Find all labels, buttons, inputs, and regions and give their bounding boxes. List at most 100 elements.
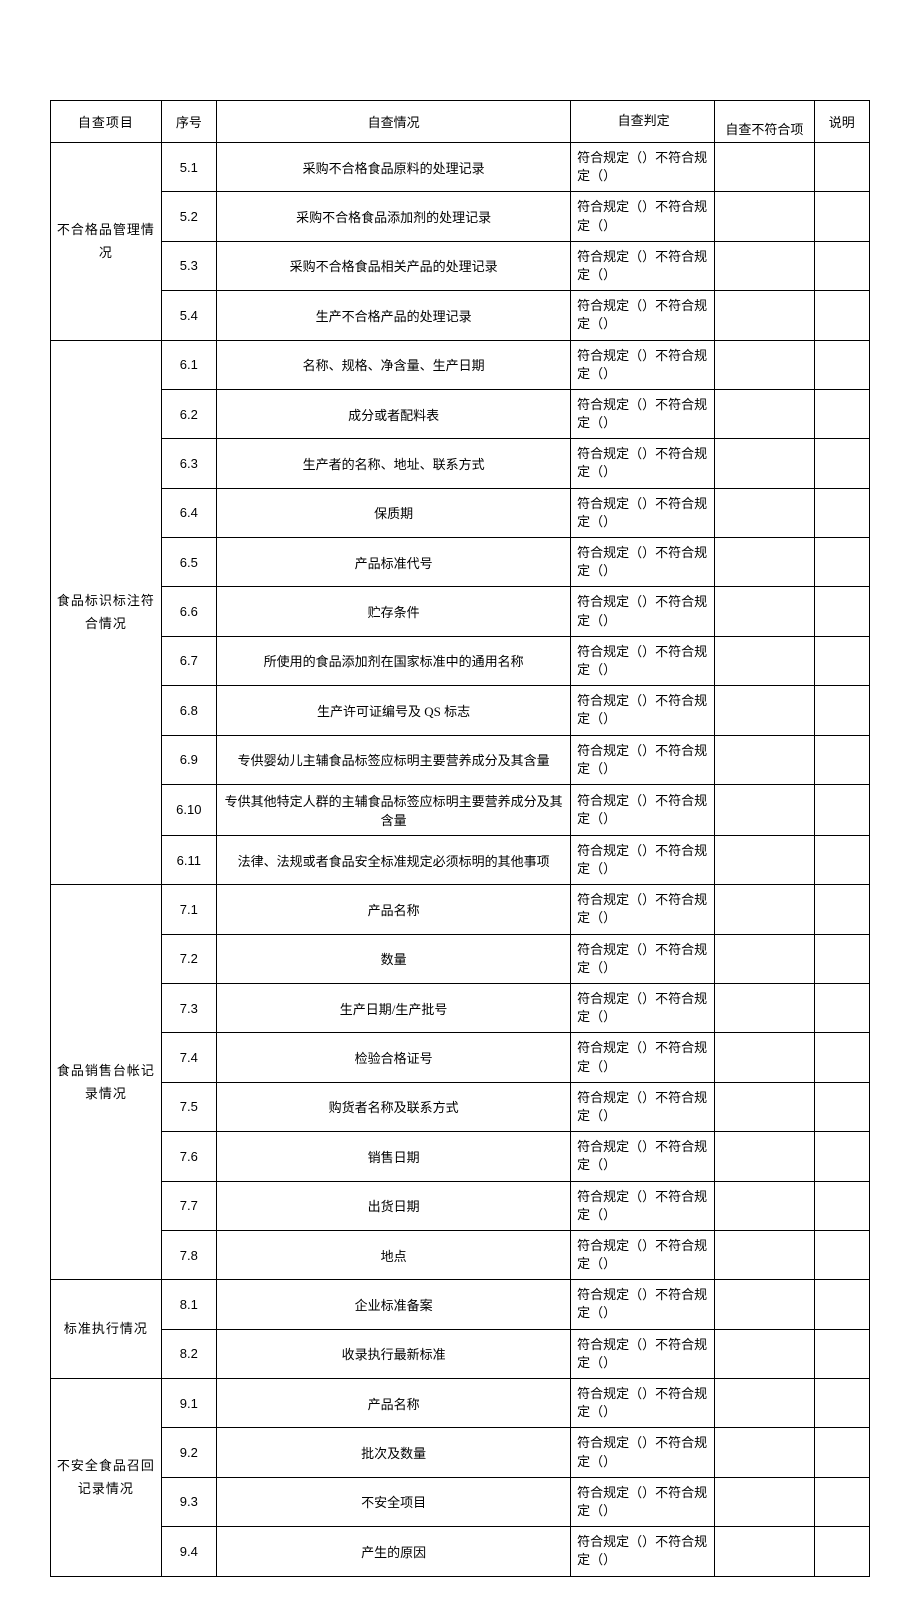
table-row: 6.8生产许可证编号及 QS 标志符合规定（）不符合规定（） (51, 686, 870, 735)
row-description: 采购不合格食品相关产品的处理记录 (217, 241, 571, 290)
header-num: 序号 (161, 101, 216, 143)
table-row: 5.3采购不合格食品相关产品的处理记录符合规定（）不符合规定（） (51, 241, 870, 290)
row-note (814, 784, 869, 835)
row-noncompliance (715, 1329, 815, 1378)
row-number: 6.1 (161, 340, 216, 389)
row-number: 6.4 (161, 488, 216, 537)
table-row: 7.4检验合格证号符合规定（）不符合规定（） (51, 1033, 870, 1082)
row-number: 7.1 (161, 885, 216, 934)
row-noncompliance (715, 934, 815, 983)
row-description: 生产许可证编号及 QS 标志 (217, 686, 571, 735)
row-number: 5.1 (161, 143, 216, 192)
row-judgement: 符合规定（）不符合规定（） (571, 735, 715, 784)
table-body: 不合格品管理情况5.1采购不合格食品原料的处理记录符合规定（）不符合规定（）5.… (51, 143, 870, 1577)
row-noncompliance (715, 1379, 815, 1428)
row-description: 批次及数量 (217, 1428, 571, 1477)
row-description: 采购不合格食品添加剂的处理记录 (217, 192, 571, 241)
row-description: 购货者名称及联系方式 (217, 1082, 571, 1131)
row-number: 7.2 (161, 934, 216, 983)
row-judgement: 符合规定（）不符合规定（） (571, 1477, 715, 1526)
row-number: 7.6 (161, 1132, 216, 1181)
row-number: 7.8 (161, 1230, 216, 1279)
row-number: 6.6 (161, 587, 216, 636)
row-note (814, 241, 869, 290)
row-noncompliance (715, 1280, 815, 1329)
row-description: 销售日期 (217, 1132, 571, 1181)
row-number: 9.3 (161, 1477, 216, 1526)
row-number: 6.9 (161, 735, 216, 784)
category-cell: 食品销售台帐记录情况 (51, 885, 162, 1280)
row-note (814, 1329, 869, 1378)
row-judgement: 符合规定（）不符合规定（） (571, 1527, 715, 1576)
row-judgement: 符合规定（）不符合规定（） (571, 1181, 715, 1230)
row-note (814, 1428, 869, 1477)
row-judgement: 符合规定（）不符合规定（） (571, 686, 715, 735)
row-number: 7.3 (161, 984, 216, 1033)
table-row: 6.3生产者的名称、地址、联系方式符合规定（）不符合规定（） (51, 439, 870, 488)
row-description: 数量 (217, 934, 571, 983)
row-description: 企业标准备案 (217, 1280, 571, 1329)
row-judgement: 符合规定（）不符合规定（） (571, 340, 715, 389)
table-row: 7.2数量符合规定（）不符合规定（） (51, 934, 870, 983)
category-cell: 不安全食品召回记录情况 (51, 1379, 162, 1577)
table-row: 标准执行情况8.1企业标准备案符合规定（）不符合规定（） (51, 1280, 870, 1329)
header-row: 自查项目 序号 自查情况 自查判定 自查不符合项 说明 (51, 101, 870, 143)
row-judgement: 符合规定（）不符合规定（） (571, 192, 715, 241)
row-noncompliance (715, 735, 815, 784)
table-row: 9.2批次及数量符合规定（）不符合规定（） (51, 1428, 870, 1477)
table-row: 8.2收录执行最新标准符合规定（）不符合规定（） (51, 1329, 870, 1378)
category-cell: 食品标识标注符合情况 (51, 340, 162, 885)
row-judgement: 符合规定（）不符合规定（） (571, 1379, 715, 1428)
row-description: 产品名称 (217, 1379, 571, 1428)
row-description: 专供其他特定人群的主辅食品标签应标明主要营养成分及其含量 (217, 784, 571, 835)
row-description: 所使用的食品添加剂在国家标准中的通用名称 (217, 636, 571, 685)
table-row: 9.3不安全项目符合规定（）不符合规定（） (51, 1477, 870, 1526)
header-note: 说明 (814, 101, 869, 143)
row-note (814, 636, 869, 685)
row-description: 收录执行最新标准 (217, 1329, 571, 1378)
row-note (814, 389, 869, 438)
row-judgement: 符合规定（）不符合规定（） (571, 143, 715, 192)
row-judgement: 符合规定（）不符合规定（） (571, 1280, 715, 1329)
row-description: 采购不合格食品原料的处理记录 (217, 143, 571, 192)
table-row: 6.9专供婴幼儿主辅食品标签应标明主要营养成分及其含量符合规定（）不符合规定（） (51, 735, 870, 784)
table-row: 5.4生产不合格产品的处理记录符合规定（）不符合规定（） (51, 291, 870, 340)
row-description: 成分或者配料表 (217, 389, 571, 438)
row-noncompliance (715, 340, 815, 389)
row-number: 7.7 (161, 1181, 216, 1230)
table-row: 7.8地点符合规定（）不符合规定（） (51, 1230, 870, 1279)
row-description: 法律、法规或者食品安全标准规定必须标明的其他事项 (217, 835, 571, 884)
row-description: 专供婴幼儿主辅食品标签应标明主要营养成分及其含量 (217, 735, 571, 784)
row-description: 名称、规格、净含量、生产日期 (217, 340, 571, 389)
row-judgement: 符合规定（）不符合规定（） (571, 984, 715, 1033)
row-note (814, 1230, 869, 1279)
row-note (814, 686, 869, 735)
row-noncompliance (715, 143, 815, 192)
row-number: 6.11 (161, 835, 216, 884)
row-judgement: 符合规定（）不符合规定（） (571, 934, 715, 983)
row-noncompliance (715, 784, 815, 835)
table-row: 6.7所使用的食品添加剂在国家标准中的通用名称符合规定（）不符合规定（） (51, 636, 870, 685)
table-row: 6.2成分或者配料表符合规定（）不符合规定（） (51, 389, 870, 438)
header-noncomp: 自查不符合项 (715, 101, 815, 143)
inspection-table: 自查项目 序号 自查情况 自查判定 自查不符合项 说明 不合格品管理情况5.1采… (50, 100, 870, 1577)
row-noncompliance (715, 488, 815, 537)
row-note (814, 1033, 869, 1082)
row-number: 6.7 (161, 636, 216, 685)
row-judgement: 符合规定（）不符合规定（） (571, 1132, 715, 1181)
row-description: 生产者的名称、地址、联系方式 (217, 439, 571, 488)
row-description: 不安全项目 (217, 1477, 571, 1526)
row-noncompliance (715, 636, 815, 685)
table-row: 6.6贮存条件符合规定（）不符合规定（） (51, 587, 870, 636)
row-judgement: 符合规定（）不符合规定（） (571, 1329, 715, 1378)
table-row: 不安全食品召回记录情况9.1产品名称符合规定（）不符合规定（） (51, 1379, 870, 1428)
row-judgement: 符合规定（）不符合规定（） (571, 784, 715, 835)
row-noncompliance (715, 1033, 815, 1082)
table-row: 7.3生产日期/生产批号符合规定（）不符合规定（） (51, 984, 870, 1033)
row-judgement: 符合规定（）不符合规定（） (571, 291, 715, 340)
row-note (814, 587, 869, 636)
row-description: 保质期 (217, 488, 571, 537)
header-judge: 自查判定 (571, 101, 715, 143)
row-description: 检验合格证号 (217, 1033, 571, 1082)
row-note (814, 439, 869, 488)
